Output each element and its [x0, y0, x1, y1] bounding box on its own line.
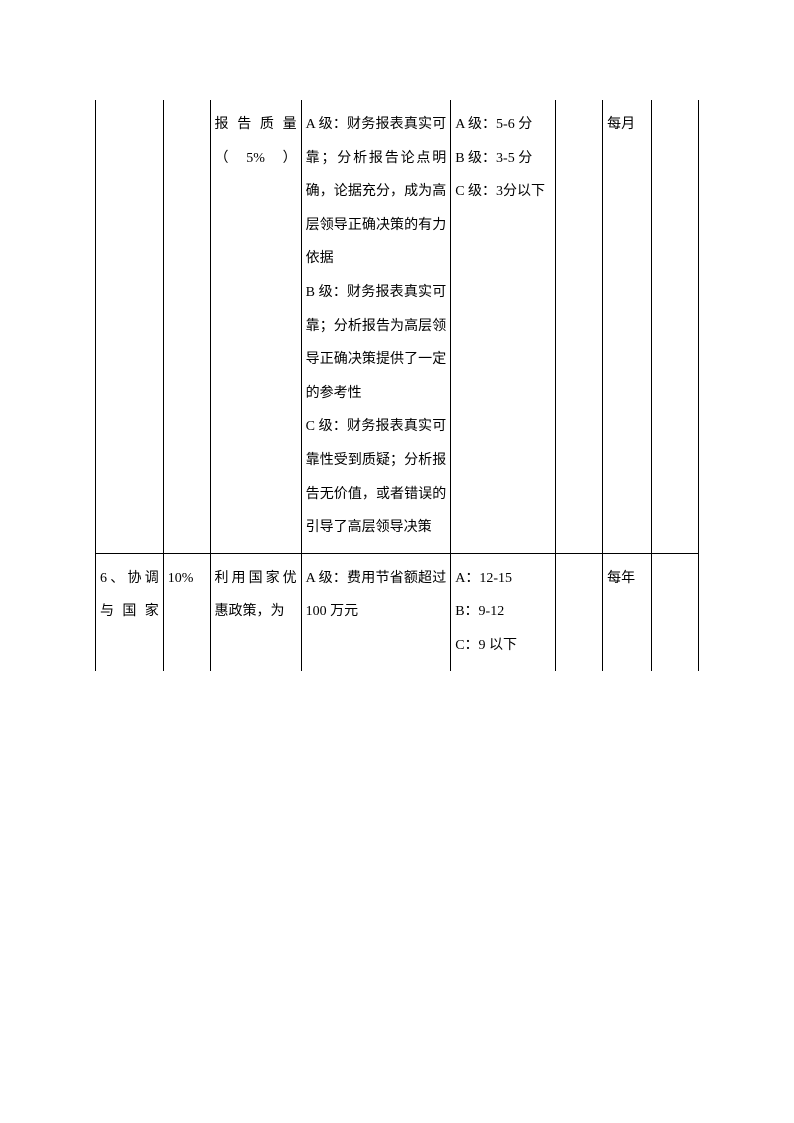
- cell-blank2: [652, 100, 699, 553]
- cell-blank2: [652, 553, 699, 670]
- cell-scoring: A 级：5-6 分B 级：3-5 分C 级：3分以下: [451, 100, 556, 553]
- cell-indicator: 利用国家优惠政策，为: [210, 553, 301, 670]
- cell-frequency: 每年: [603, 553, 652, 670]
- cell-blank1: [556, 100, 603, 553]
- cell-weight: [163, 100, 210, 553]
- cell-category: 6、协调与国家: [96, 553, 164, 670]
- cell-description: A 级：财务报表真实可靠；分析报告论点明确，论据充分，成为高层领导正确决策的有力…: [301, 100, 451, 553]
- table-row: 6、协调与国家 10% 利用国家优惠政策，为 A 级：费用节省额超过 100 万…: [96, 553, 699, 670]
- table-row: 报告质量（5%） A 级：财务报表真实可靠；分析报告论点明确，论据充分，成为高层…: [96, 100, 699, 553]
- cell-description: A 级：费用节省额超过 100 万元: [301, 553, 451, 670]
- cell-weight: 10%: [163, 553, 210, 670]
- cell-frequency: 每月: [603, 100, 652, 553]
- cell-category: [96, 100, 164, 553]
- cell-scoring: A：12-15B：9-12C：9 以下: [451, 553, 556, 670]
- cell-blank1: [556, 553, 603, 670]
- performance-table: 报告质量（5%） A 级：财务报表真实可靠；分析报告论点明确，论据充分，成为高层…: [95, 100, 699, 671]
- cell-indicator: 报告质量（5%）: [210, 100, 301, 553]
